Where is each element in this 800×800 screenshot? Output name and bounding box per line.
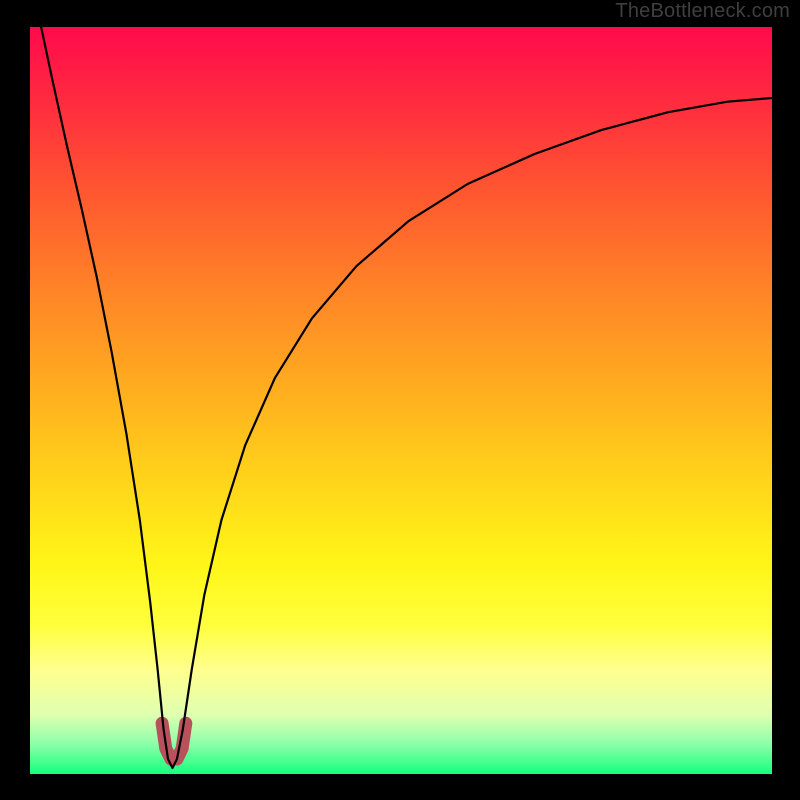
curve-layer (30, 27, 772, 774)
chart-frame: TheBottleneck.com (0, 0, 800, 800)
plot-area (30, 27, 772, 774)
bottleneck-curve (41, 27, 772, 768)
watermark-text: TheBottleneck.com (615, 0, 790, 23)
